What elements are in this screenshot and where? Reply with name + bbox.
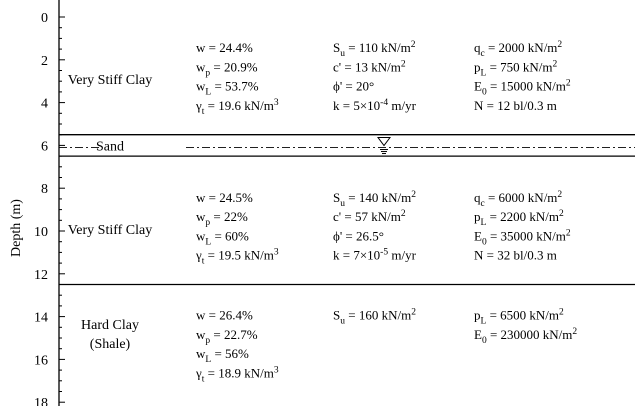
- property-text: wL = 53.7%: [196, 79, 259, 98]
- property-text: pL = 750 kN/m2: [474, 59, 558, 78]
- property-text: ϕ' = 20°: [333, 79, 374, 94]
- tick-label: 16: [34, 353, 48, 368]
- property-text: E0 = 230000 kN/m2: [474, 327, 577, 346]
- property-text: N = 12 bl/0.3 m: [474, 98, 557, 113]
- property-text: Su = 160 kN/m2: [333, 307, 416, 326]
- property-text: pL = 2200 kN/m2: [474, 209, 564, 228]
- property-text: E0 = 15000 kN/m2: [474, 79, 571, 98]
- tick-label: 10: [34, 225, 48, 240]
- property-text: w = 24.4%: [196, 40, 253, 55]
- tick-label: 0: [41, 11, 48, 26]
- property-text: c' = 57 kN/m2: [333, 209, 406, 224]
- water-table-icon: [377, 137, 391, 147]
- layer-name: (Shale): [90, 337, 131, 352]
- property-text: wp = 22%: [196, 209, 248, 228]
- property-text: c' = 13 kN/m2: [333, 59, 406, 74]
- depth-axis-title: Depth (m): [9, 199, 24, 257]
- layer-1: Sand: [96, 139, 124, 154]
- property-text: ϕ' = 26.5°: [333, 228, 384, 243]
- property-text: N = 32 bl/0.3 m: [474, 248, 557, 263]
- property-text: k = 7×10-5 m/yr: [333, 248, 417, 263]
- property-text: pL = 6500 kN/m2: [474, 307, 564, 326]
- property-text: wL = 56%: [196, 346, 249, 365]
- property-text: wp = 22.7%: [196, 327, 258, 346]
- property-text: Su = 110 kN/m2: [333, 40, 416, 59]
- property-text: qc = 2000 kN/m2: [474, 40, 562, 59]
- tick-label: 6: [41, 139, 48, 154]
- layer-3: Hard Clay (Shale) w = 26.4% wp = 22.7%wL = …: [81, 307, 577, 384]
- layer-name: Sand: [96, 139, 124, 154]
- layer-0: Very Stiff Clay w = 24.4% wp = 20.9%wL = 5…: [68, 40, 571, 117]
- property-text: E0 = 35000 kN/m2: [474, 228, 571, 247]
- layer-name: Hard Clay: [81, 318, 139, 333]
- property-text: Su = 140 kN/m2: [333, 190, 416, 209]
- tick-label: 2: [41, 54, 48, 69]
- property-text: γt = 19.5 kN/m3: [195, 248, 279, 267]
- property-text: w = 26.4%: [196, 307, 253, 322]
- tick-label: 14: [34, 311, 48, 326]
- property-text: wL = 60%: [196, 228, 249, 247]
- tick-label: 18: [34, 396, 48, 406]
- property-text: k = 5×10-4 m/yr: [333, 98, 417, 113]
- property-text: wp = 20.9%: [196, 59, 258, 78]
- property-text: γt = 19.6 kN/m3: [195, 98, 279, 117]
- tick-label: 12: [34, 268, 48, 283]
- tick-label: 4: [41, 97, 48, 112]
- property-text: w = 24.5%: [196, 190, 253, 205]
- property-text: γt = 18.9 kN/m3: [195, 365, 279, 384]
- layer-name: Very Stiff Clay: [68, 223, 153, 238]
- depth-axis-ticks: 0 2 4 6 8 10 12 14 16 18: [34, 0, 65, 406]
- layer-2: Very Stiff Clay w = 24.5% wp = 22%wL = 60%…: [68, 190, 571, 267]
- layer-name: Very Stiff Clay: [68, 73, 153, 88]
- property-text: qc = 6000 kN/m2: [474, 190, 562, 209]
- tick-label: 8: [41, 182, 48, 197]
